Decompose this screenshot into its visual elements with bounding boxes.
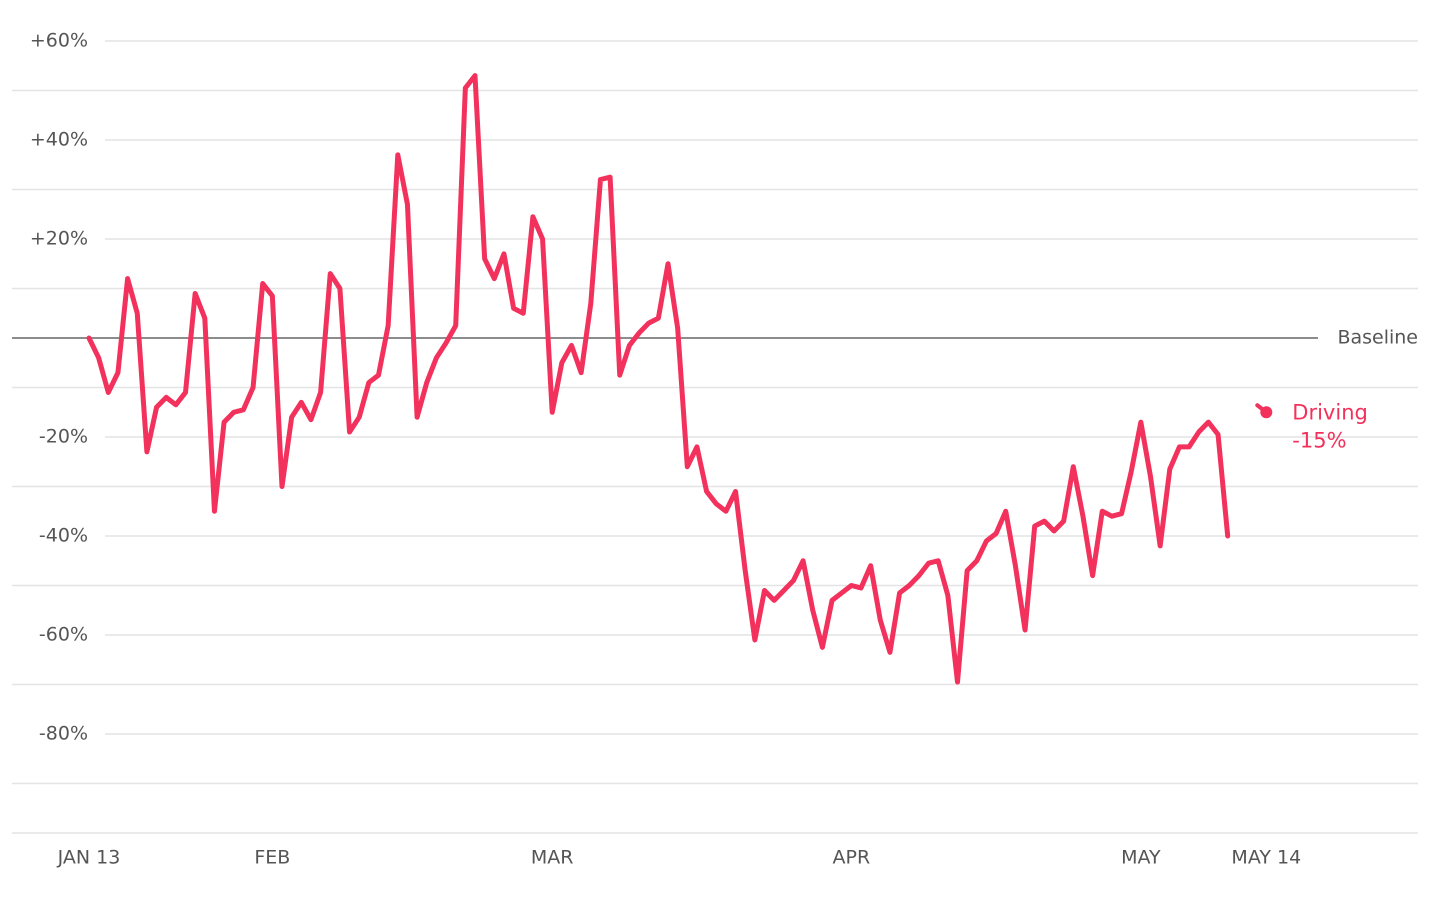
x-tick-label: MAY 14: [1231, 847, 1301, 869]
x-tick-label: FEB: [254, 847, 290, 869]
x-tick-label: JAN 13: [57, 847, 121, 869]
y-tick-label: +20%: [30, 228, 88, 250]
current-value-label: -15%: [1292, 428, 1346, 452]
y-tick-label: -60%: [39, 624, 88, 646]
y-tick-label: -20%: [39, 426, 88, 448]
x-tick-label: MAY: [1121, 847, 1161, 869]
current-dot: [1260, 406, 1273, 419]
legend-label: Driving: [1292, 400, 1368, 424]
y-tick-label: +60%: [30, 30, 88, 52]
baseline-label: Baseline: [1337, 327, 1418, 349]
x-tick-label: MAR: [531, 847, 574, 869]
y-tick-label: -40%: [39, 525, 88, 547]
line: [86, 73, 1231, 685]
x-tick-label: APR: [833, 847, 871, 869]
y-tick-label: -80%: [39, 723, 88, 745]
y-tick-label: +40%: [30, 129, 88, 151]
